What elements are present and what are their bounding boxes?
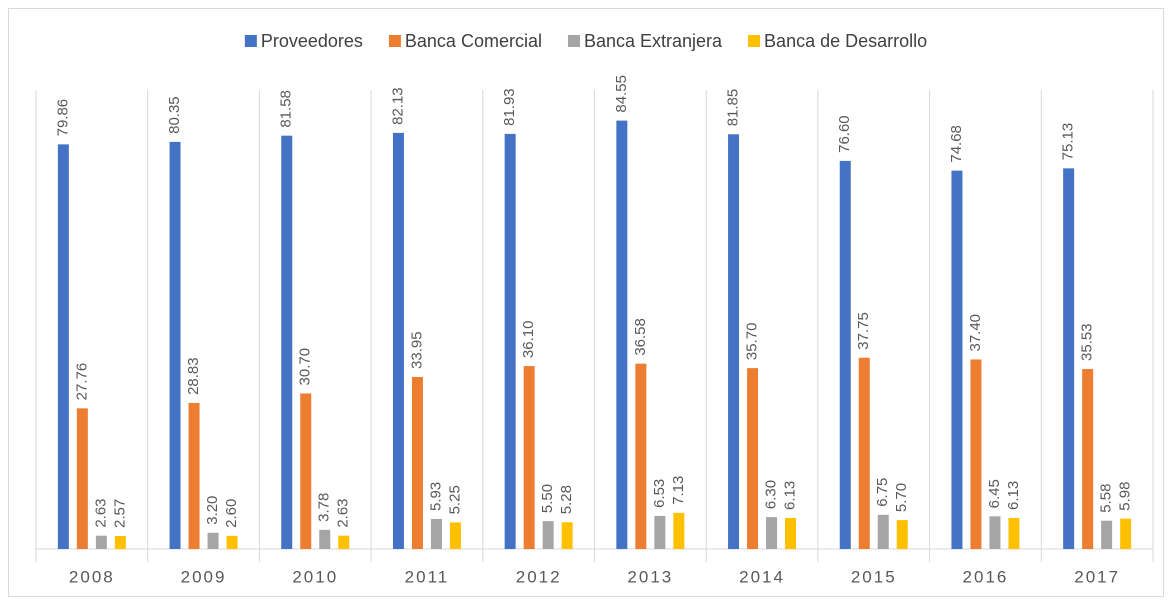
bar (1120, 518, 1132, 549)
legend-swatch (567, 35, 580, 47)
bar (728, 134, 740, 549)
bar (76, 408, 88, 549)
data-label: 76.60 (836, 115, 853, 153)
data-label: 81.85 (725, 89, 742, 127)
data-label: 6.53 (651, 479, 668, 508)
bar (300, 393, 312, 549)
legend-label: Banca de Desarrollo (764, 31, 927, 51)
bar (169, 141, 181, 550)
bar (616, 120, 628, 549)
data-label: 35.53 (1079, 323, 1096, 361)
bar (747, 368, 759, 549)
data-label: 5.25 (446, 485, 463, 514)
bar (449, 522, 461, 549)
x-tick-label: 2014 (739, 567, 785, 586)
data-label: 36.58 (632, 318, 649, 356)
data-label: 75.13 (1060, 123, 1077, 161)
data-label: 33.95 (408, 331, 425, 369)
bar (766, 517, 778, 549)
x-tick-label: 2010 (292, 567, 338, 586)
bar (1101, 520, 1113, 549)
bar (504, 133, 516, 549)
bar (785, 517, 797, 549)
data-label: 27.76 (73, 363, 90, 401)
bar (970, 359, 982, 549)
legend-label: Proveedores (261, 31, 363, 51)
bar (858, 357, 870, 549)
data-label: 5.93 (427, 482, 444, 511)
data-label: 2.60 (223, 499, 240, 528)
data-label: 7.13 (670, 476, 687, 505)
legend-label: Banca Extranjera (584, 31, 723, 51)
bar (57, 144, 69, 549)
x-tick-label: 2015 (851, 567, 897, 586)
bar (896, 520, 908, 549)
bar (226, 535, 238, 549)
bar (523, 366, 535, 549)
bar (188, 402, 200, 549)
data-label: 81.93 (501, 88, 518, 126)
bar (673, 512, 685, 549)
data-label: 3.20 (204, 496, 221, 525)
legend-swatch (748, 35, 761, 47)
bar (281, 135, 293, 550)
data-label: 37.40 (967, 314, 984, 352)
data-label: 5.28 (558, 485, 575, 514)
bar (207, 532, 219, 549)
data-label: 82.13 (389, 87, 406, 125)
data-label: 5.58 (1098, 484, 1115, 513)
data-label: 84.55 (613, 75, 630, 113)
data-label: 37.75 (855, 312, 872, 350)
data-label: 6.75 (874, 478, 891, 507)
bar (542, 521, 554, 549)
legend-swatch (244, 35, 257, 47)
data-label: 6.45 (986, 479, 1003, 508)
x-tick-label: 2013 (627, 567, 673, 586)
legend-swatch (388, 35, 401, 47)
data-label: 5.50 (539, 484, 556, 513)
x-tick-label: 2011 (405, 567, 450, 586)
bar (561, 522, 573, 549)
bar (877, 514, 889, 549)
data-label: 6.13 (1005, 481, 1022, 510)
x-tick-label: 2017 (1074, 567, 1120, 586)
bar (392, 132, 404, 549)
bar (1082, 368, 1094, 549)
bar (1063, 168, 1075, 549)
data-label: 30.70 (297, 348, 314, 386)
bar (1008, 517, 1020, 549)
data-label: 3.78 (316, 493, 333, 522)
data-label: 35.70 (744, 323, 761, 361)
bar (654, 515, 666, 549)
legend-label: Banca Comercial (405, 31, 542, 51)
data-label: 2.57 (111, 499, 128, 528)
data-label: 6.13 (782, 481, 799, 510)
data-label: 5.70 (893, 483, 910, 512)
x-tick-label: 2008 (69, 567, 115, 586)
data-label: 81.58 (278, 90, 295, 128)
data-label: 74.68 (948, 125, 965, 163)
bar (635, 363, 647, 549)
bar (989, 516, 1001, 549)
x-tick-label: 2009 (181, 567, 227, 586)
data-label: 2.63 (92, 498, 109, 527)
data-label: 5.98 (1117, 481, 1134, 510)
data-label: 6.30 (763, 480, 780, 509)
data-label: 79.86 (54, 99, 71, 137)
bar (338, 535, 350, 549)
bar (839, 160, 851, 550)
bar (319, 529, 331, 549)
bar (114, 535, 126, 549)
data-label: 28.83 (185, 357, 202, 395)
bar (95, 535, 107, 549)
bar (951, 170, 963, 549)
bar (430, 518, 442, 549)
x-tick-label: 2016 (963, 567, 1009, 586)
bar (411, 376, 423, 549)
data-label: 36.10 (520, 321, 537, 359)
data-label: 2.63 (335, 498, 352, 527)
x-tick-label: 2012 (516, 567, 562, 586)
data-label: 80.35 (166, 96, 183, 134)
